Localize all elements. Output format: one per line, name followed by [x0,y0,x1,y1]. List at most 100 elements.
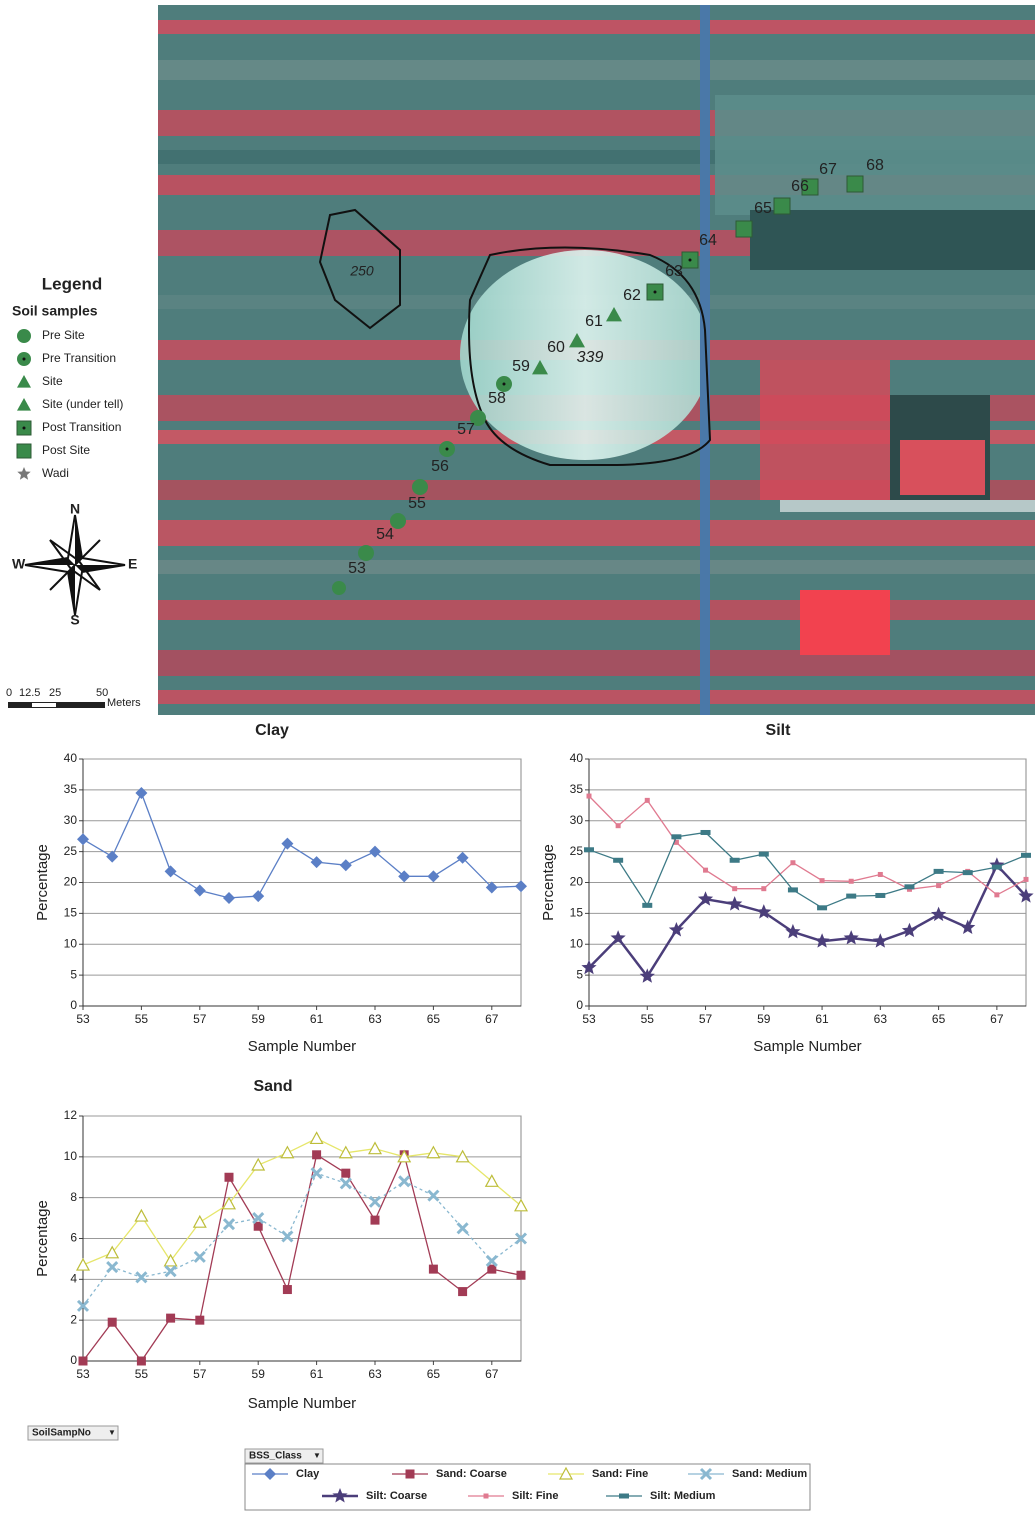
data-point [485,1254,498,1268]
y-tick-label: 20 [570,875,584,889]
data-point [221,1196,237,1210]
site-outline [318,208,401,330]
data-point [872,933,888,948]
data-point [164,865,177,878]
sample-label: 65 [754,200,772,217]
y-tick-label: 5 [576,967,583,981]
y-tick-label: 40 [570,751,584,765]
y-tick-label: 25 [570,844,584,858]
scale-label: 12.5 [19,687,40,699]
y-tick-label: 15 [64,906,78,920]
data-point [581,959,597,975]
x-tick-label: 59 [252,1012,266,1026]
y-tick-label: 30 [64,813,78,827]
x-tick-label: 53 [582,1012,596,1026]
chart-title: Sand [253,1078,292,1095]
chart-legend: Clay Sand: Coarse Sand: Fine Sand: Medium Si… [252,1466,807,1503]
data-point [192,1214,207,1228]
data-point [369,845,381,858]
y-tick-label: 10 [570,936,584,950]
field-button[interactable] [27,1425,119,1441]
symbol [412,479,428,495]
data-point [398,1175,411,1188]
series-line [82,791,522,899]
data-point [252,890,265,903]
data-point [848,878,854,884]
y-tick-label: 20 [64,875,78,889]
line-chart: 0 5 10 15 20 25 30 35 40 53 55 57 59 61 63 65 67 Silt Samp… [540,722,1034,1055]
data-point [962,870,973,876]
data-point [456,1222,469,1235]
x-tick-label: 59 [757,1012,771,1026]
symbol [773,197,791,215]
data-point [610,930,626,945]
data-point [1023,876,1029,882]
sample-label: 59 [512,358,530,375]
symbol [22,426,26,430]
data-point [516,1270,526,1280]
legend-title: Legend [42,274,102,293]
symbol [569,333,585,348]
series-line [588,795,1027,896]
y-axis-label: Percentage [34,844,51,921]
scale-bar: 0 12.5 25 50 Meters [6,687,141,709]
sample-label: 66 [791,178,809,195]
legend-symbol [558,1466,574,1480]
data-point [163,1253,178,1267]
data-point [253,1221,263,1231]
y-tick-label: 0 [576,998,583,1012]
map-band [158,60,1035,80]
data-point [484,1174,499,1187]
data-point [310,856,323,869]
data-point [339,1177,352,1190]
data-point [960,919,976,934]
x-tick-label: 67 [485,1012,499,1026]
data-point [458,1287,468,1297]
legend-button-label: BSS_Class [249,1451,302,1462]
scale-label: 50 [96,687,108,699]
legend-label: Silt: Fine [512,1490,558,1502]
data-point [428,1264,438,1274]
data-point [485,881,498,894]
symbol [606,307,622,322]
data-point [613,857,624,863]
symbol [735,220,753,238]
y-tick-label: 4 [70,1272,77,1286]
data-point [309,1131,324,1145]
data-point [339,859,352,872]
data-point [135,786,148,799]
y-axis-label: Percentage [34,1200,51,1277]
data-point [166,1313,176,1323]
dropdown-arrow: ▼ [313,1451,321,1460]
data-point [790,860,796,866]
legend-symbol [619,1493,629,1499]
map-band [158,650,1035,676]
y-tick-label: 15 [570,906,584,920]
samples: 53 54 55 56 57 58 59 60 61 62 63 64 65 66 67 68 [348,157,884,577]
data-point [877,871,883,877]
data-point [846,893,857,899]
legend-label: Wadi [42,466,69,480]
data-point [931,906,947,922]
x-axis-label: Sample Number [753,1038,861,1055]
data-point [514,1232,528,1245]
series-line [82,1172,522,1307]
data-point [761,886,767,892]
x-tick-label: 65 [932,1012,946,1026]
data-point [904,884,915,890]
data-point [991,864,1002,870]
legend-button[interactable] [244,1448,324,1464]
sample-point [332,581,346,595]
field-button-label: SoilSampNo [32,1428,91,1439]
legend-label: Pre Transition [42,351,116,365]
x-tick-label: 65 [427,1012,441,1026]
data-point [456,851,469,864]
data-point [281,1230,294,1243]
legend-symbol [483,1493,489,1499]
x-tick-label: 67 [990,1012,1004,1026]
y-tick-label: 30 [570,813,584,827]
data-point [515,880,527,893]
field [900,440,985,495]
data-point [193,884,206,897]
